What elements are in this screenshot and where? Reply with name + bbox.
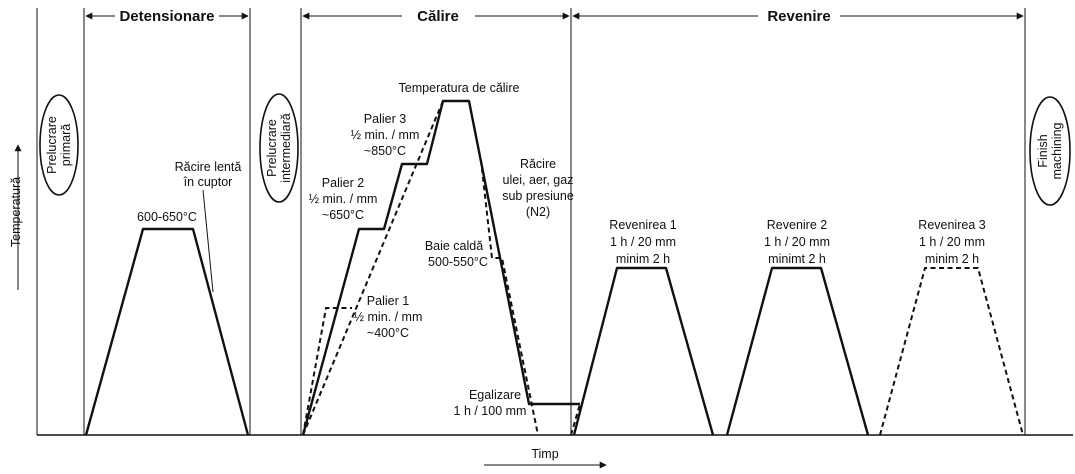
label-line: ½ min. / mm (354, 310, 423, 324)
label-detens-temp: 600-650°C (137, 210, 197, 224)
label-revenire2: Revenire 2 1 h / 20 mm minimt 2 h (764, 218, 830, 266)
label-palier1: Palier 1 ½ min. / mm ~400°C (354, 294, 423, 340)
label-racire-lenta: Răcire lentă în cuptor (175, 160, 242, 189)
curve-baie-calda-dashed (480, 159, 539, 436)
oval-finish-machining: Finish machining (1029, 96, 1071, 206)
label-line: ~850°C (364, 144, 406, 158)
label-line: Palier 2 (322, 176, 364, 190)
label-line: minim 2 h (616, 252, 670, 266)
section-headers: Detensionare Călire Revenire (85, 8, 1024, 25)
label-line: Revenire 2 (767, 218, 827, 232)
oval-label-line2: machining (1050, 122, 1064, 179)
curve-revenire-transition-dashed (570, 403, 581, 436)
label-line: ~650°C (322, 208, 364, 222)
oval-prelucrare-primara: Prelucrare primară (39, 94, 79, 196)
label-line: ½ min. / mm (309, 192, 378, 206)
axes: Temperatură Timp (9, 144, 1073, 469)
label-line: minim 2 h (925, 252, 979, 266)
label-palier2: Palier 2 ½ min. / mm ~650°C (309, 176, 378, 222)
label-line: ~400°C (367, 326, 409, 340)
oval-prelucrare-intermediara: Prelucrare intermediară (259, 93, 299, 203)
label-line: Revenirea 3 (918, 218, 985, 232)
label-line: ulei, aer, gaz (503, 173, 574, 187)
oval-label-line1: Finish (1036, 134, 1050, 167)
label-line: 1 h / 20 mm (919, 235, 985, 249)
label-revenirea3: Revenirea 3 1 h / 20 mm minim 2 h (918, 218, 985, 266)
oval-label-line2: intermediară (279, 113, 293, 183)
label-egalizare: Egalizare 1 h / 100 mm (454, 388, 527, 418)
pointer-racire-lenta (202, 189, 214, 293)
x-axis-label: Timp (531, 447, 558, 461)
oval-label-line1: Prelucrare (265, 119, 279, 177)
label-line: Palier 3 (364, 112, 406, 126)
label-temperatura-calire: Temperatura de călire (399, 81, 520, 95)
curve-revenire2 (725, 266, 870, 436)
phase-separators (36, 8, 1026, 435)
label-racire: Răcire ulei, aer, gaz sub presiune (N2) (502, 157, 574, 219)
label-line: ½ min. / mm (351, 128, 420, 142)
section-title-detensionare: Detensionare (119, 8, 214, 25)
label-baie-calda: Baie caldă 500-550°C (425, 239, 488, 269)
label-line: 1 h / 20 mm (610, 235, 676, 249)
curve-revenirea1 (572, 266, 715, 436)
label-line: 1 h / 100 mm (454, 404, 527, 418)
label-line: în cuptor (183, 175, 233, 189)
curve-palier1-dashed (302, 307, 352, 436)
y-axis-label: Temperatură (9, 177, 23, 247)
oval-label-line1: Prelucrare (45, 116, 59, 174)
label-line: Răcire lentă (175, 160, 242, 174)
label-line: 1 h / 20 mm (764, 235, 830, 249)
label-line: Palier 1 (367, 294, 409, 308)
label-line: Răcire (520, 157, 556, 171)
label-line: (N2) (526, 205, 550, 219)
label-line: sub presiune (502, 189, 574, 203)
curve-revenirea3-dashed (879, 267, 1024, 436)
oval-label-line2: primară (59, 124, 73, 166)
label-palier3: Palier 3 ½ min. / mm ~850°C (351, 112, 420, 158)
label-line: Baie caldă (425, 239, 483, 253)
label-line: minimt 2 h (768, 252, 826, 266)
curve-calire-solid (301, 99, 580, 436)
section-title-calire: Călire (417, 8, 459, 25)
label-revenirea1: Revenirea 1 1 h / 20 mm minim 2 h (609, 218, 676, 266)
label-line: Revenirea 1 (609, 218, 676, 232)
curve-direct-dashed (302, 100, 444, 436)
label-line: 500-550°C (428, 255, 488, 269)
section-title-revenire: Revenire (767, 8, 830, 25)
curve-detensionare (84, 227, 250, 436)
label-line: Egalizare (469, 388, 521, 402)
